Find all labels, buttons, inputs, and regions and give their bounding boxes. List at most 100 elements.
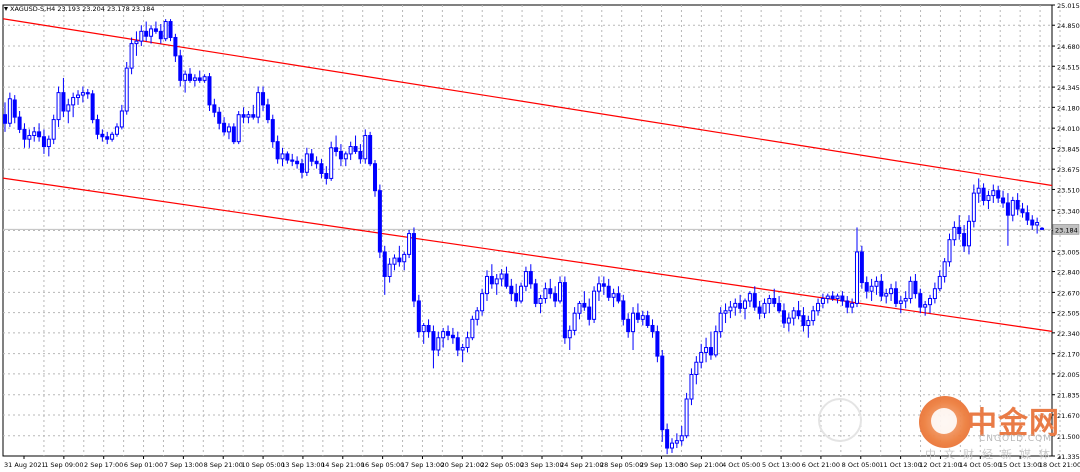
candle-body <box>699 351 704 363</box>
x-tick-label: 24 Sep 21:00 <box>560 461 603 469</box>
x-tick-label: 6 Sep 01:00 <box>124 461 163 469</box>
candle-body <box>928 298 933 306</box>
candle-body <box>509 285 514 295</box>
candle-body <box>421 324 426 333</box>
candle-body <box>562 282 567 339</box>
candle-body <box>46 138 51 148</box>
candle-body <box>207 76 212 106</box>
candle-body <box>884 293 889 297</box>
candle-body <box>183 73 188 81</box>
candle-body <box>455 337 460 351</box>
candle-body <box>898 300 903 304</box>
plot-frame <box>2 4 1053 457</box>
candle-body <box>187 73 193 81</box>
x-tick-label: 15 Oct 13:00 <box>999 461 1041 469</box>
candle-body <box>338 150 343 160</box>
candle-body <box>786 317 791 324</box>
candle-body <box>1020 208 1025 214</box>
candle-body <box>105 136 110 140</box>
candle-body <box>738 302 743 309</box>
candle-body <box>801 315 806 326</box>
candle-body <box>32 131 37 137</box>
candle-body <box>752 293 757 308</box>
candle-body <box>791 310 796 319</box>
candle-body <box>655 331 660 357</box>
candle-body <box>431 331 436 351</box>
candle-body <box>962 233 967 247</box>
chart-header-info: XAGUSD-S,H4 23.193 23.204 23.178 23.184 <box>10 5 155 13</box>
candle-body <box>163 21 168 40</box>
candle-body <box>553 293 558 302</box>
candle-body <box>694 361 699 376</box>
candle-body <box>806 320 811 326</box>
channel-trendline-lower[interactable] <box>2 177 1053 332</box>
candle-body <box>528 271 533 285</box>
x-tick-label: 2 Sep 17:00 <box>84 461 123 469</box>
candle-body <box>217 111 222 124</box>
candle-body <box>850 302 855 308</box>
candle-body <box>772 298 777 304</box>
candle-body <box>747 293 752 302</box>
candle-body <box>845 300 850 308</box>
candle-body <box>991 190 996 197</box>
candle-body <box>621 300 626 320</box>
channel-trendline-upper[interactable] <box>2 18 1053 187</box>
y-tick-label: 24.515 <box>1057 63 1080 71</box>
candle-body <box>348 146 353 155</box>
candle-body <box>582 302 587 308</box>
candle-body <box>499 273 504 280</box>
candle-body <box>971 192 976 222</box>
candle-body <box>781 310 786 324</box>
candle-body <box>158 30 163 40</box>
candle-body <box>256 92 261 118</box>
candle-body <box>353 146 358 152</box>
candle-body <box>241 114 246 118</box>
candle-body <box>407 233 412 255</box>
candle-body <box>762 302 767 314</box>
candle-body <box>635 312 640 320</box>
candle-body <box>777 302 782 312</box>
candle-body <box>295 160 300 165</box>
candle-body <box>1001 197 1006 204</box>
x-tick-label: 8 Sep 21:00 <box>204 461 243 469</box>
candle-body <box>976 187 981 194</box>
candle-body <box>377 190 382 253</box>
candle-body <box>957 226 962 235</box>
candle-body <box>124 67 129 112</box>
candle-body <box>816 302 821 312</box>
candle-body <box>650 324 655 333</box>
candle-body <box>519 285 524 302</box>
cngold-logo-icon <box>919 396 971 448</box>
candle-body <box>446 331 451 336</box>
candle-body <box>280 153 285 160</box>
candle-body <box>285 153 290 161</box>
candle-body <box>996 190 1001 199</box>
candle-body <box>246 114 251 118</box>
candle-body <box>484 275 489 295</box>
candle-body <box>363 135 368 160</box>
candle-body <box>918 293 923 308</box>
candle-body <box>402 253 407 263</box>
candle-body <box>489 275 494 285</box>
candle-body <box>596 283 601 292</box>
candle-body <box>879 280 884 297</box>
candle-body <box>416 300 421 333</box>
candle-body <box>723 310 728 314</box>
candle-body <box>475 310 480 320</box>
y-tick-label: 22.005 <box>1057 371 1080 379</box>
candle-body <box>426 324 431 333</box>
candle-body <box>889 288 894 295</box>
candle-body <box>665 429 670 449</box>
candle-body <box>436 337 441 351</box>
x-tick-label: 22 Sep 05:00 <box>480 461 523 469</box>
y-tick-label: 23.005 <box>1057 248 1080 256</box>
candle-body <box>202 76 207 81</box>
candle-body <box>37 131 42 138</box>
candle-body <box>1030 219 1035 226</box>
y-tick-label: 24.010 <box>1057 125 1080 133</box>
candle-body <box>494 278 499 285</box>
candle-body <box>893 288 898 304</box>
candle-body <box>587 306 592 320</box>
